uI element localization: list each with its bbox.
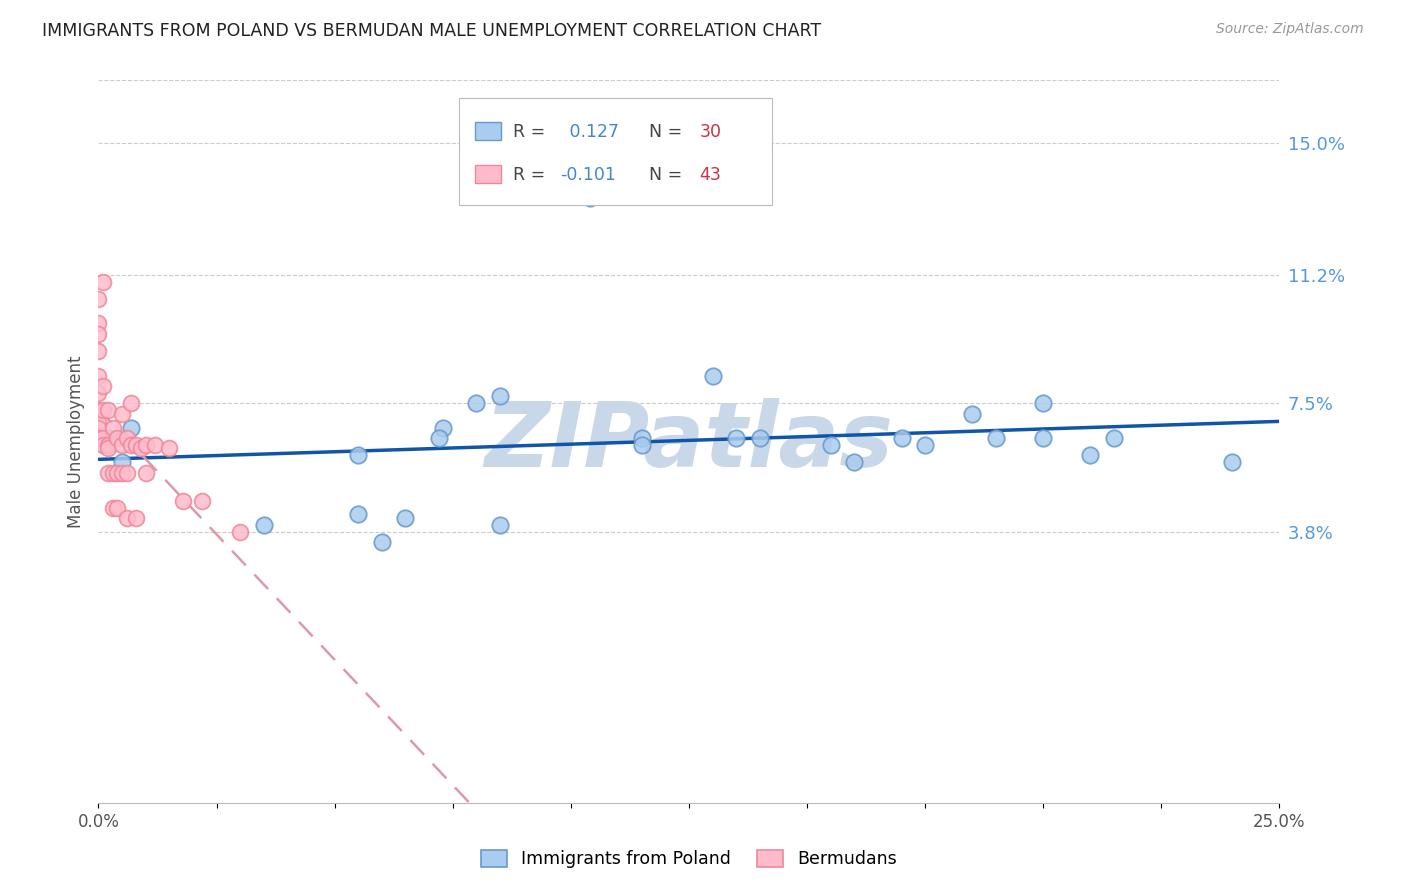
Point — [87, 317, 110, 331]
Point — [844, 455, 866, 469]
Y-axis label: Male Unemployment: Male Unemployment — [66, 355, 84, 528]
Point — [143, 438, 166, 452]
Point — [371, 535, 394, 549]
Point — [105, 500, 128, 515]
FancyBboxPatch shape — [458, 97, 772, 204]
Point — [191, 493, 214, 508]
Point — [105, 431, 128, 445]
Point — [394, 511, 416, 525]
Point — [91, 431, 114, 445]
Point — [1220, 455, 1243, 469]
Point — [87, 292, 110, 306]
Text: 0.127: 0.127 — [564, 122, 619, 141]
Point — [748, 431, 770, 445]
Point — [253, 517, 276, 532]
Point — [87, 403, 110, 417]
Point — [101, 466, 124, 480]
Point — [347, 508, 370, 522]
Point — [129, 442, 152, 456]
Point — [125, 511, 148, 525]
Point — [87, 368, 110, 383]
Point — [111, 455, 134, 469]
Point — [578, 191, 600, 205]
Point — [135, 466, 157, 480]
Point — [97, 442, 120, 456]
Point — [914, 438, 936, 452]
Point — [121, 438, 143, 452]
Point — [121, 420, 143, 434]
Point — [115, 466, 138, 480]
Text: 43: 43 — [700, 166, 721, 184]
Text: R =: R = — [513, 122, 551, 141]
Point — [97, 438, 120, 452]
Point — [1080, 449, 1102, 463]
Point — [820, 438, 842, 452]
Point — [962, 407, 984, 421]
Point — [984, 431, 1007, 445]
Point — [489, 389, 512, 403]
Text: N =: N = — [648, 122, 688, 141]
Point — [91, 275, 114, 289]
Point — [1102, 431, 1125, 445]
Point — [87, 420, 110, 434]
Point — [121, 396, 143, 410]
Point — [229, 524, 252, 539]
Point — [111, 438, 134, 452]
Point — [432, 420, 454, 434]
Point — [111, 407, 134, 421]
Point — [105, 466, 128, 480]
Legend: Immigrants from Poland, Bermudans: Immigrants from Poland, Bermudans — [474, 843, 904, 875]
Point — [87, 344, 110, 359]
Point — [111, 466, 134, 480]
Point — [427, 431, 450, 445]
Point — [101, 500, 124, 515]
Point — [1032, 431, 1054, 445]
Text: 30: 30 — [700, 122, 721, 141]
Point — [87, 326, 110, 341]
Point — [890, 431, 912, 445]
Point — [465, 396, 488, 410]
Point — [97, 431, 120, 445]
Point — [172, 493, 194, 508]
Point — [702, 368, 724, 383]
Point — [87, 431, 110, 445]
Text: Source: ZipAtlas.com: Source: ZipAtlas.com — [1216, 22, 1364, 37]
Point — [135, 438, 157, 452]
Point — [1032, 396, 1054, 410]
Point — [87, 414, 110, 428]
Point — [87, 385, 110, 400]
Point — [630, 431, 652, 445]
Point — [630, 438, 652, 452]
Text: IMMIGRANTS FROM POLAND VS BERMUDAN MALE UNEMPLOYMENT CORRELATION CHART: IMMIGRANTS FROM POLAND VS BERMUDAN MALE … — [42, 22, 821, 40]
Point — [125, 438, 148, 452]
Point — [157, 442, 180, 456]
Point — [91, 403, 114, 417]
Point — [115, 511, 138, 525]
Point — [91, 438, 114, 452]
Point — [347, 449, 370, 463]
Point — [101, 420, 124, 434]
Point — [115, 431, 138, 445]
Text: R =: R = — [513, 166, 551, 184]
Text: N =: N = — [648, 166, 688, 184]
Text: -0.101: -0.101 — [560, 166, 616, 184]
Point — [489, 517, 512, 532]
FancyBboxPatch shape — [475, 122, 501, 139]
Point — [725, 431, 748, 445]
Point — [97, 466, 120, 480]
Point — [97, 403, 120, 417]
Text: ZIPatlas: ZIPatlas — [485, 398, 893, 485]
Point — [91, 379, 114, 393]
FancyBboxPatch shape — [475, 165, 501, 183]
